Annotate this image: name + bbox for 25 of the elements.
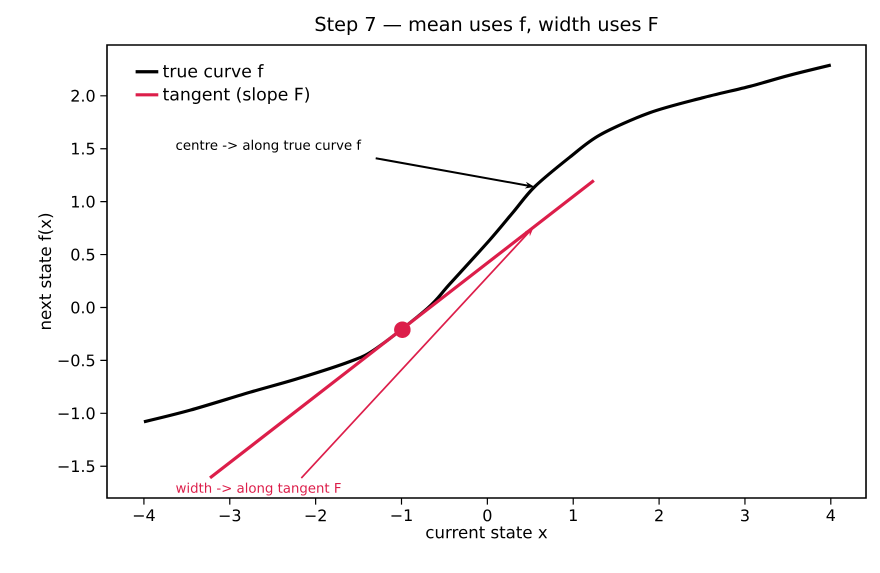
y-tick-label: 0.0 <box>71 301 95 314</box>
x-tick-label: 2 <box>655 509 663 522</box>
line-series <box>142 64 832 424</box>
x-tick-label: −1 <box>391 509 412 521</box>
x-tick-label: −3 <box>220 509 240 522</box>
y-tick-label: −0.5 <box>58 354 94 366</box>
annotation: width -> along tangent F <box>176 482 341 496</box>
y-tick-label: −1.0 <box>58 407 95 420</box>
chart-title: Step 7 — mean uses f, width uses F <box>316 16 658 35</box>
x-tick-label: 4 <box>826 509 835 521</box>
x-tick-label: −4 <box>134 509 155 521</box>
annotation: centre -> along true curve f <box>176 140 362 153</box>
y-axis-title: next state f(x) <box>38 214 54 330</box>
x-tick-label: 3 <box>741 509 749 522</box>
x-tick-label: 0 <box>483 509 492 522</box>
x-tick-label: 1 <box>570 509 577 521</box>
y-tick-label: 1.5 <box>72 142 94 155</box>
y-tick-label: 2.0 <box>71 90 95 102</box>
y-tick-label: 0.5 <box>71 248 94 261</box>
legend-label: tangent (slope F) <box>163 87 309 104</box>
y-tick-label: −1.5 <box>58 460 94 472</box>
legend-label: true curve f <box>163 64 264 78</box>
x-axis-title: current state x <box>426 526 548 538</box>
y-tick-label: 1.0 <box>72 196 95 208</box>
x-tick-label: −2 <box>306 509 326 522</box>
